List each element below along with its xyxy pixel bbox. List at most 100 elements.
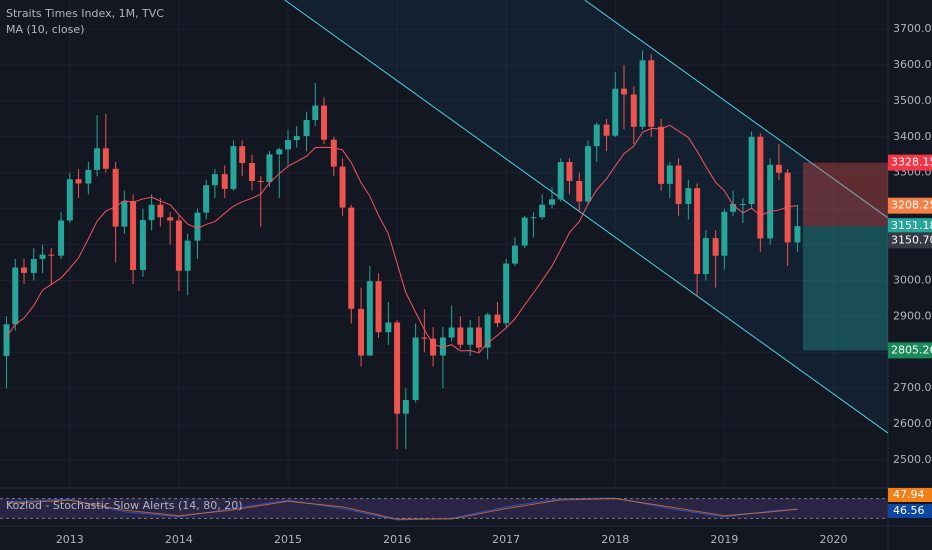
x-tick-label: 2018 [601,533,629,546]
candle-body [66,179,73,221]
candle-body [421,337,428,339]
candle-body [321,105,327,140]
ma-line [6,124,798,354]
candle-body [194,212,201,241]
candle-body [712,238,719,256]
candle-body [375,281,382,333]
candle-body [467,327,474,345]
candle-body [412,337,419,401]
candle-body [121,201,128,227]
candle-body [175,220,182,271]
candle-body [784,172,791,243]
y-tick-label: 3400.00 [893,130,932,143]
stop-label-box [888,154,932,171]
candle-body [330,139,337,167]
candle-body [593,124,600,147]
candle-body [648,60,655,127]
candle-body [757,136,764,239]
ma-value-label-box [888,197,932,214]
channel-line [284,0,889,434]
candle-body [739,203,746,205]
candle-body [557,161,564,200]
chart-title: Straits Times Index, 1M, TVC [6,7,164,20]
stop-label: 3328.15 [891,156,932,169]
stoch-value-label: 47.94 [893,488,925,501]
candle-body [157,204,164,218]
candle-body [21,267,27,273]
candle-body [702,238,709,274]
candle-body [748,136,755,204]
candle-body [12,267,19,325]
candle-body [211,174,218,186]
candle-body [148,204,155,221]
candle-body [285,140,291,150]
candle-body [94,148,101,170]
candle-body [503,263,510,324]
candle-body [184,240,191,271]
candle-body [230,146,237,189]
candle-body [266,154,273,183]
candle-body [221,174,228,189]
y-tick-label: 2700.00 [893,381,932,394]
candle-body [339,166,346,208]
x-tick-label: 2019 [710,533,738,546]
candle-body [249,163,255,181]
target-zone [802,226,888,351]
candle-body [484,314,491,348]
candle-body [85,169,92,184]
candle-body [721,211,728,256]
candle-body [394,322,401,414]
candle-body [112,168,119,227]
y-tick-label: 3500.00 [893,94,932,107]
y-tick-label: 2900.00 [893,309,932,322]
candle-body [511,245,518,264]
candle-body [521,217,528,246]
candle-body [530,217,537,219]
y-tick-label: 3600.00 [893,58,932,71]
candle-body [666,165,673,184]
candle-body [276,149,283,155]
candle-body [639,60,646,127]
candle-body [139,220,146,271]
candle-body [257,180,264,183]
x-tick-label: 2020 [819,533,847,546]
x-tick-label: 2013 [56,533,84,546]
y-tick-label: 3700.00 [893,22,932,35]
candle-body [612,88,619,136]
y-tick-label: 3000.00 [893,273,932,286]
candle-body [730,203,737,212]
candle-body [767,164,774,239]
candle-body [448,327,455,338]
stoch-line [6,498,798,520]
candle-body [566,161,573,181]
x-tick-label: 2017 [492,533,520,546]
candle-body [39,254,46,259]
channel-line [584,0,889,219]
ma-legend: MA (10, close) [6,23,84,36]
candle-body [430,338,437,356]
stoch-title: Kozlod - Stochastic Slow Alerts (14, 80,… [6,499,243,512]
candle-body [658,126,665,184]
candle-body [603,124,610,136]
candle-body [58,220,65,256]
x-tick-label: 2015 [274,533,302,546]
candle-body [358,308,365,356]
candle-body [102,148,109,169]
ma-value-label: 3208.25 [891,199,932,212]
candle-body [167,217,174,221]
stoch-value-box [888,504,932,518]
y-tick-label: 2500.00 [893,453,932,466]
x-tick-label: 2014 [165,533,193,546]
candle-body [475,327,482,348]
entry-label-box [888,232,932,249]
target-label-box [888,342,932,359]
candle-body [239,146,246,164]
candle-body [385,322,392,333]
candle-body [694,188,701,274]
candle-body [48,254,55,256]
stoch-value-box [888,488,932,502]
candle-body [794,226,801,243]
candle-body [303,119,310,137]
